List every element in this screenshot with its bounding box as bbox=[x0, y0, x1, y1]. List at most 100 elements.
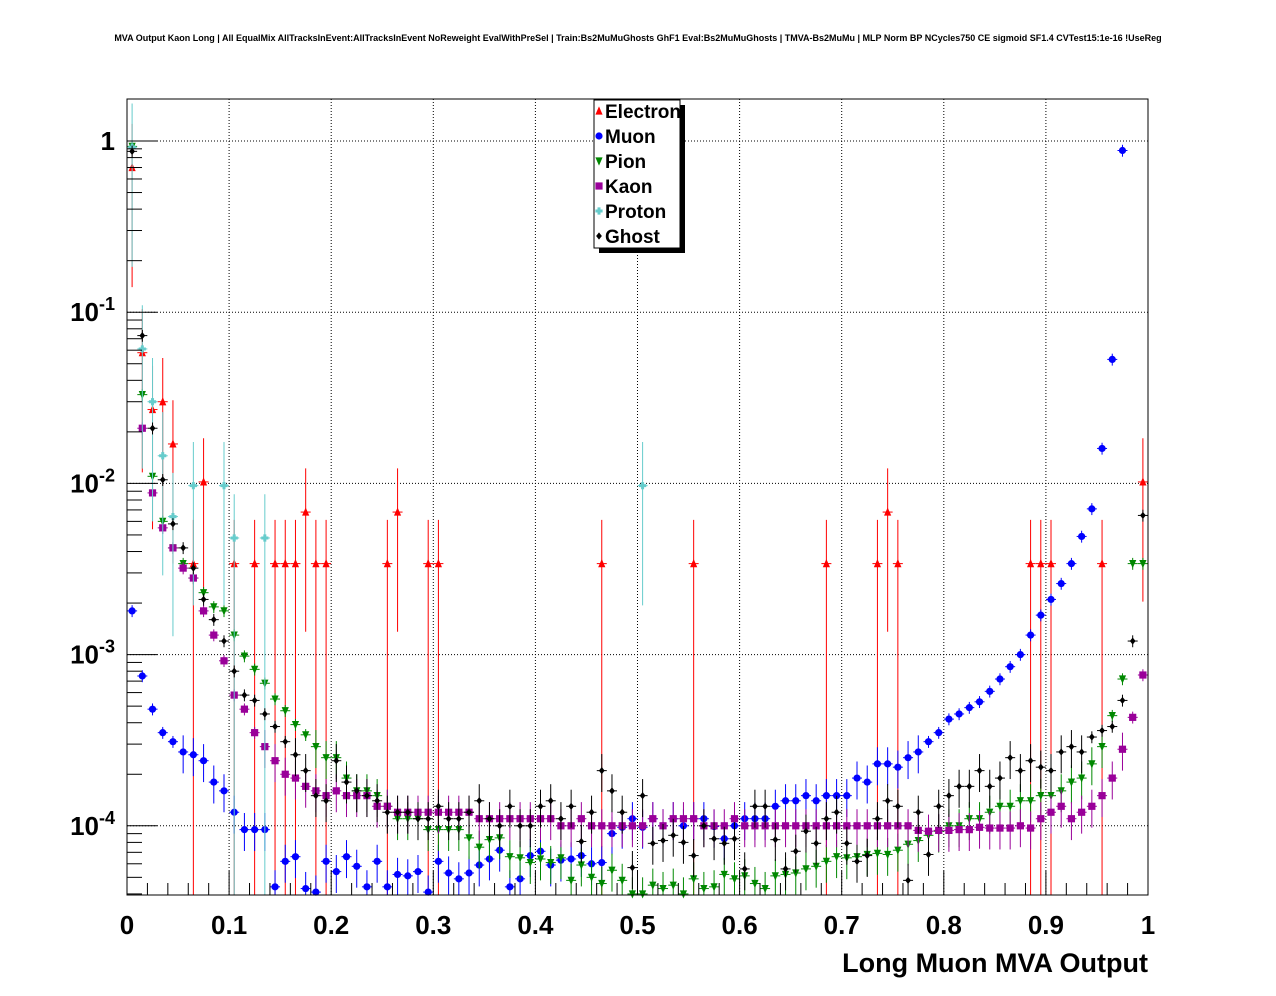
proton-point bbox=[639, 482, 647, 490]
axis-ticks bbox=[126, 140, 1149, 895]
pion-point bbox=[251, 665, 259, 674]
kaon-point bbox=[812, 822, 820, 830]
ghost-point bbox=[925, 850, 932, 859]
pion-point bbox=[220, 607, 228, 616]
proton-point bbox=[148, 398, 157, 406]
pion-point bbox=[761, 884, 769, 894]
muon-point bbox=[240, 826, 249, 834]
pion-point bbox=[567, 876, 575, 885]
electron-point bbox=[434, 559, 443, 568]
muon-point bbox=[781, 797, 790, 805]
proton-point bbox=[138, 345, 146, 353]
electron-point bbox=[291, 559, 300, 568]
ghost-point bbox=[884, 797, 891, 805]
pion-point bbox=[1088, 760, 1096, 769]
muon-point bbox=[353, 862, 361, 870]
ghost-point bbox=[1078, 748, 1085, 756]
kaon-point bbox=[608, 822, 616, 830]
pion-point bbox=[506, 853, 514, 862]
pion-point bbox=[485, 836, 494, 845]
ghost-point bbox=[1058, 748, 1065, 756]
kaon-point bbox=[945, 826, 953, 835]
ghost-point bbox=[792, 847, 799, 855]
ghost-point bbox=[210, 616, 217, 624]
ghost-point bbox=[364, 792, 370, 800]
ghost-point bbox=[649, 839, 656, 847]
kaon-point bbox=[792, 822, 800, 830]
legend-entries: Electron Muon Pion Kaon Proton Ghost bbox=[595, 102, 681, 248]
muon-point bbox=[434, 857, 443, 865]
ghost-point bbox=[547, 797, 554, 805]
ghost-point bbox=[721, 839, 728, 847]
muon-point bbox=[210, 778, 218, 786]
pion-point bbox=[1037, 792, 1045, 801]
muon-point bbox=[404, 872, 412, 880]
muon-point bbox=[853, 774, 861, 782]
pion-point bbox=[812, 862, 820, 871]
pion-point bbox=[240, 652, 249, 661]
electron-point bbox=[424, 559, 432, 568]
kaon-point bbox=[649, 815, 657, 823]
muon-point bbox=[1016, 651, 1024, 659]
pion-point bbox=[516, 854, 524, 863]
ghost-point bbox=[1099, 726, 1105, 735]
muon-point bbox=[935, 729, 943, 737]
muon-point bbox=[771, 802, 779, 810]
ghost-point bbox=[823, 815, 830, 823]
muon-point bbox=[1098, 444, 1106, 453]
ghost-point bbox=[843, 839, 850, 847]
kaon-point bbox=[975, 823, 984, 831]
pion-point bbox=[720, 870, 728, 880]
ghost-point bbox=[1037, 763, 1044, 771]
muon-point bbox=[363, 883, 371, 891]
pion-point bbox=[199, 589, 208, 598]
pion-point bbox=[700, 884, 708, 894]
pion-point bbox=[618, 876, 626, 885]
muon-point bbox=[445, 869, 453, 877]
pion-legend-marker bbox=[595, 157, 603, 166]
muon-point bbox=[1078, 532, 1086, 541]
electron-point bbox=[894, 559, 902, 568]
x-tick-label: 0.2 bbox=[313, 910, 349, 940]
muon-point bbox=[393, 870, 402, 879]
kaon-point bbox=[251, 729, 259, 737]
ghost-point bbox=[935, 802, 942, 810]
electron-point bbox=[199, 477, 208, 486]
legend-box bbox=[593, 99, 681, 249]
ghost-point bbox=[1048, 767, 1054, 775]
ghost-point bbox=[517, 822, 523, 830]
ghost-point bbox=[670, 831, 677, 839]
ghost-point bbox=[149, 424, 156, 432]
x-tick-label: 0.4 bbox=[517, 910, 554, 940]
muon-point bbox=[884, 760, 892, 768]
pion-point bbox=[710, 883, 718, 892]
pion-point bbox=[690, 875, 698, 884]
muon-point bbox=[159, 729, 167, 737]
ghost-point bbox=[159, 476, 166, 484]
pion-point bbox=[873, 849, 882, 858]
muon-point bbox=[128, 607, 136, 615]
pion-point bbox=[751, 879, 759, 889]
ghost-series bbox=[127, 145, 1148, 895]
pion-point bbox=[1098, 743, 1106, 752]
ghost-point bbox=[261, 710, 268, 718]
muon-point bbox=[1026, 631, 1035, 639]
muon-point bbox=[1108, 355, 1116, 364]
pion-point bbox=[792, 869, 800, 878]
ghost-point bbox=[660, 836, 666, 845]
kaon-legend-label: Kaon bbox=[605, 177, 653, 198]
x-tick-label: 0.1 bbox=[211, 910, 247, 940]
kaon-point bbox=[1026, 824, 1035, 832]
kaon-point bbox=[986, 824, 994, 832]
muon-point bbox=[312, 888, 320, 896]
ghost-point bbox=[537, 802, 544, 810]
muon-point bbox=[169, 738, 177, 746]
pion-point bbox=[291, 721, 300, 730]
pion-point bbox=[475, 843, 483, 852]
ghost-point bbox=[506, 802, 513, 810]
kaon-point bbox=[1016, 822, 1024, 830]
muon-point bbox=[1067, 560, 1076, 568]
muon-point bbox=[802, 792, 810, 800]
ghost-point bbox=[384, 808, 391, 816]
ghost-point bbox=[170, 520, 176, 528]
